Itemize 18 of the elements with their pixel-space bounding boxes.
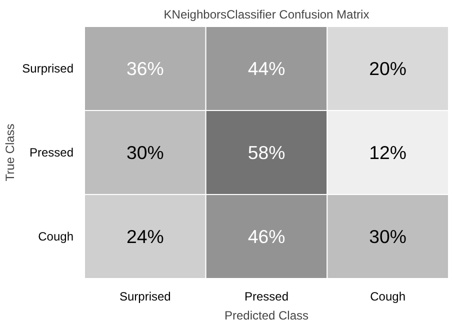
- x-axis-title: Predicted Class: [224, 308, 309, 322]
- x-tick-label: Pressed: [244, 290, 289, 304]
- data-label: 12%: [369, 142, 407, 163]
- y-tick-label: Surprised: [22, 62, 74, 76]
- y-tick-label: Cough: [38, 230, 74, 244]
- data-label: 58%: [248, 142, 286, 163]
- data-label: 44%: [248, 58, 286, 79]
- y-tick-label: Pressed: [29, 146, 74, 160]
- data-label: 24%: [126, 226, 164, 247]
- y-axis-title: True Class: [3, 124, 18, 182]
- data-label: 36%: [126, 58, 164, 79]
- data-label: 30%: [369, 226, 407, 247]
- data-label: 46%: [248, 226, 286, 247]
- data-label: 20%: [369, 58, 407, 79]
- x-tick-label: Surprised: [119, 290, 171, 304]
- x-tick-label: Cough: [370, 290, 406, 304]
- chart-title: KNeighborsClassifier Confusion Matrix: [164, 8, 370, 22]
- data-label: 30%: [126, 142, 164, 163]
